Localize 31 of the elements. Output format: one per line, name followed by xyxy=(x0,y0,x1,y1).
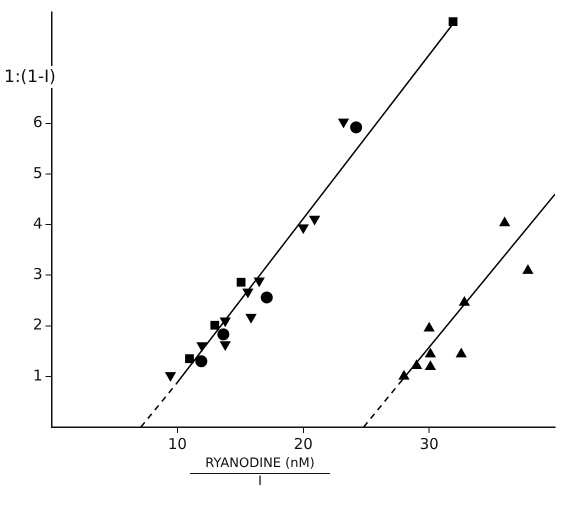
point xyxy=(411,360,422,370)
y-tick-label: 1 xyxy=(32,366,43,384)
y-axis-title: 1:(1-I) xyxy=(2,66,58,88)
point xyxy=(424,322,434,332)
point xyxy=(260,291,273,304)
y-tick-label: 6 xyxy=(32,113,43,132)
point xyxy=(309,216,320,225)
point xyxy=(338,118,349,128)
x-tick-label: 30 xyxy=(420,434,439,453)
point xyxy=(398,370,410,380)
point xyxy=(456,348,466,358)
point xyxy=(499,217,510,226)
point xyxy=(195,355,208,368)
point xyxy=(185,354,194,364)
text: I xyxy=(257,474,263,489)
y-tick-label: 4 xyxy=(32,214,43,232)
point xyxy=(350,121,362,134)
point xyxy=(425,360,436,370)
point xyxy=(217,328,230,340)
x-tick-label: 10 xyxy=(168,434,187,453)
x-tick-label: 20 xyxy=(294,434,313,453)
point xyxy=(210,320,220,330)
y-tick-label: 3 xyxy=(32,265,43,284)
x-axis-title: RYANODINE (nM) xyxy=(190,456,330,474)
point xyxy=(448,17,458,26)
point xyxy=(236,278,246,287)
y-tick-label: 5 xyxy=(32,164,43,182)
point xyxy=(459,296,470,306)
point xyxy=(425,348,436,358)
point xyxy=(522,264,534,274)
y-tick-label: 2 xyxy=(32,316,43,334)
